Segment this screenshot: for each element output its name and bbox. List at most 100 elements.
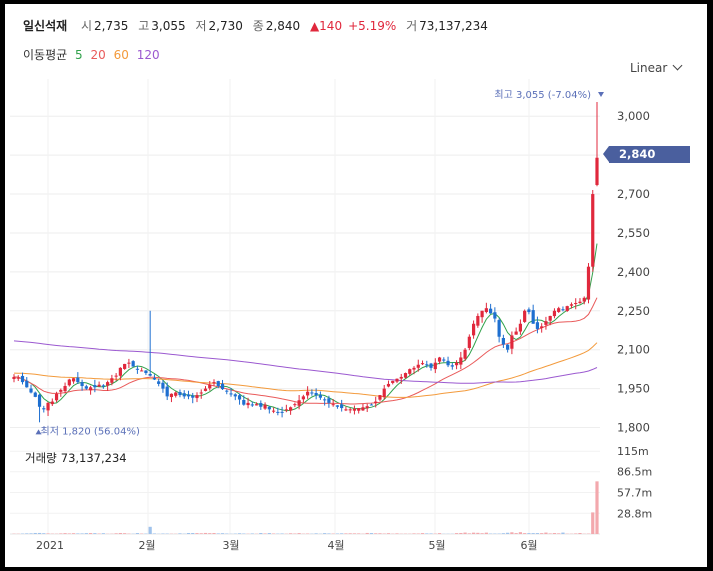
- candle-body: [271, 410, 276, 412]
- candle-body: [195, 395, 199, 399]
- volume-bar: [374, 533, 378, 534]
- candle-body: [327, 398, 331, 403]
- candle-body: [318, 394, 322, 398]
- volume-bar: [25, 533, 29, 534]
- volume-bar: [242, 533, 246, 534]
- volume-bar: [552, 533, 557, 534]
- volume-bar: [412, 533, 416, 534]
- candle-body: [59, 389, 63, 392]
- ma-60-label[interactable]: 60: [113, 48, 129, 62]
- volume-bar: [471, 532, 476, 534]
- volume-tick-label: 86.5m: [617, 466, 652, 479]
- volume-bar: [212, 533, 216, 534]
- volume-bar: [467, 533, 471, 534]
- candle-body: [374, 401, 378, 404]
- y-tick-label: 2,100: [617, 343, 650, 357]
- extreme-markers: 최고 3,055 (-7.04%) 최저 1,820 (56.04%): [35, 89, 604, 437]
- volume-bar: [357, 533, 361, 534]
- volume-bar: [518, 532, 523, 534]
- candle-body: [527, 309, 531, 313]
- ma-line-20: [13, 297, 598, 405]
- triangle-up-icon: [35, 429, 42, 435]
- candle-body: [280, 411, 284, 413]
- volume-bar: [152, 533, 157, 534]
- volume-tick-label: 28.8m: [617, 507, 652, 520]
- candle-body: [437, 357, 442, 362]
- candle-body: [565, 306, 569, 311]
- volume-bar: [263, 533, 267, 534]
- candle-body: [42, 408, 46, 410]
- volume-value: 73,137,234: [419, 19, 488, 33]
- candle-body: [263, 404, 267, 409]
- candle-body: [586, 266, 591, 300]
- candle-body: [157, 381, 161, 384]
- volume-bar: [203, 532, 208, 534]
- change-percent: +5.19%: [348, 19, 397, 33]
- volume-bar: [501, 533, 505, 534]
- candle-body: [12, 376, 16, 380]
- candle-body: [331, 404, 335, 406]
- candle-body: [395, 378, 399, 382]
- candle-body: [216, 381, 220, 387]
- candle-body: [314, 393, 318, 396]
- candle-body: [535, 322, 540, 329]
- close-label: 종: [252, 19, 264, 33]
- ma-120-label[interactable]: 120: [136, 48, 160, 62]
- candle-body: [454, 362, 459, 366]
- candle-body: [382, 388, 386, 398]
- candle-body: [276, 411, 280, 413]
- moving-average-legend: 이동평균 5 20 60 120: [23, 46, 164, 63]
- candle-body: [127, 362, 131, 364]
- x-tick-label: 3월: [222, 539, 239, 552]
- candle-body: [165, 386, 169, 397]
- candle-body: [169, 393, 174, 398]
- candle-body: [144, 370, 148, 374]
- ma-20-label[interactable]: 20: [90, 48, 106, 62]
- candle-body: [16, 377, 20, 379]
- volume-bar: [161, 533, 165, 534]
- volume-bar: [348, 533, 352, 534]
- volume-bar: [327, 533, 331, 534]
- candle-body: [237, 395, 242, 400]
- y-tick-label: 1,800: [617, 421, 650, 435]
- candle-body: [531, 310, 535, 324]
- y-tick-label: 1,950: [617, 382, 650, 396]
- volume-bar: [259, 533, 263, 534]
- volume-bar: [514, 533, 518, 534]
- volume-bar: [459, 532, 463, 534]
- price-summary: 일신석재 시 2,735 고 3,055 저 2,730 종 2,840 ▲140 +5.…: [23, 17, 494, 34]
- candle-body: [131, 361, 135, 367]
- volume-bar: [71, 533, 76, 534]
- candle-body: [50, 401, 54, 405]
- candle-body: [386, 383, 391, 387]
- volume-bar: [386, 533, 391, 534]
- high-label: 고: [138, 19, 150, 33]
- candle-body: [191, 395, 195, 398]
- candle-body: [93, 385, 97, 388]
- volume-bar: [59, 533, 63, 534]
- candle-body: [497, 320, 501, 337]
- candle-body: [246, 402, 250, 406]
- volume-bar: [578, 532, 582, 534]
- volume-bar: [429, 533, 433, 534]
- candle-body: [225, 390, 229, 392]
- open-value: 2,735: [94, 19, 129, 33]
- volume-bar: [46, 533, 50, 534]
- volume-bar: [369, 533, 374, 534]
- candle-body: [63, 386, 67, 392]
- price-chart[interactable]: 3,0002,8502,7002,5502,4002,2502,1001,950…: [5, 4, 707, 567]
- volume-bar: [365, 532, 369, 534]
- candle-body: [514, 331, 518, 335]
- candle-body: [399, 376, 403, 379]
- volume-bar: [191, 533, 195, 534]
- volume-bar: [199, 533, 203, 534]
- candle-body: [378, 395, 382, 400]
- volume-panel-title: 거래량 73,137,234: [25, 450, 127, 466]
- candle-body: [357, 408, 361, 411]
- ma-5-label[interactable]: 5: [75, 48, 83, 62]
- ma-legend-label: 이동평균: [23, 48, 68, 62]
- volume-bar: [67, 533, 71, 534]
- volume-bar: [484, 532, 488, 534]
- scale-dropdown[interactable]: Linear: [630, 60, 683, 75]
- candle-body: [54, 393, 59, 401]
